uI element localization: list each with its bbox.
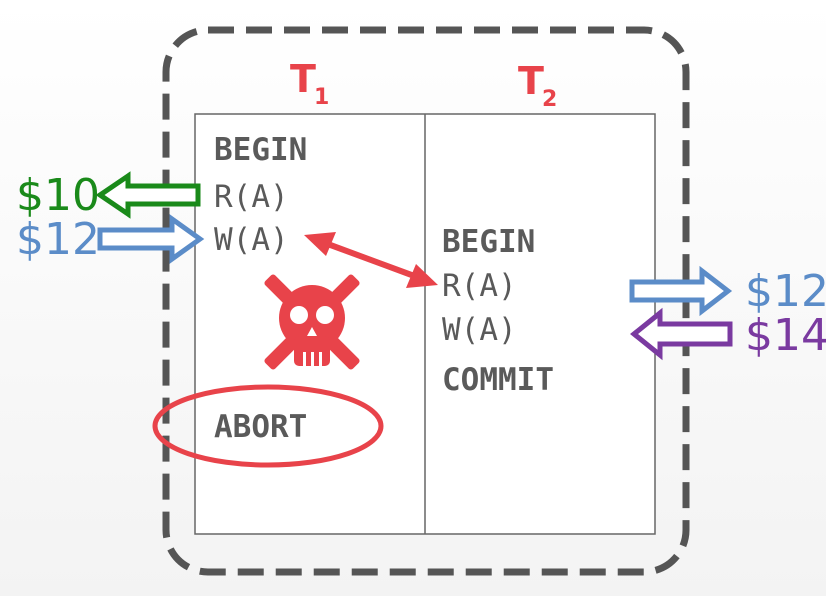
t1-read-arrow-icon (95, 171, 201, 219)
skull-crossbones-icon (264, 274, 360, 370)
t1-write-arrow-icon (97, 214, 205, 264)
double-arrow-icon (304, 232, 438, 288)
t1-header: T (290, 57, 316, 101)
t2-read-arrow-icon (629, 265, 733, 317)
t2-read-value: $12 (745, 266, 826, 317)
t1-read: R(A) (214, 179, 289, 215)
t1-subscript: 1 (314, 85, 329, 110)
t1-read-value: $10 (16, 170, 100, 221)
t1-abort: ABORT (214, 409, 307, 445)
t2-write: W(A) (442, 312, 517, 348)
t2-header: T (518, 59, 544, 103)
t2-begin: BEGIN (442, 224, 535, 260)
t1-begin: BEGIN (214, 132, 307, 168)
t2-write-arrow-icon (630, 307, 733, 361)
abort-highlight-ellipse (152, 384, 384, 468)
t2-commit: COMMIT (442, 362, 554, 398)
t2-subscript: 2 (542, 87, 557, 112)
t1-write: W(A) (214, 222, 289, 258)
t2-write-value: $14 (745, 310, 826, 361)
t1-write-value: $12 (16, 214, 100, 265)
t2-read: R(A) (442, 268, 517, 304)
